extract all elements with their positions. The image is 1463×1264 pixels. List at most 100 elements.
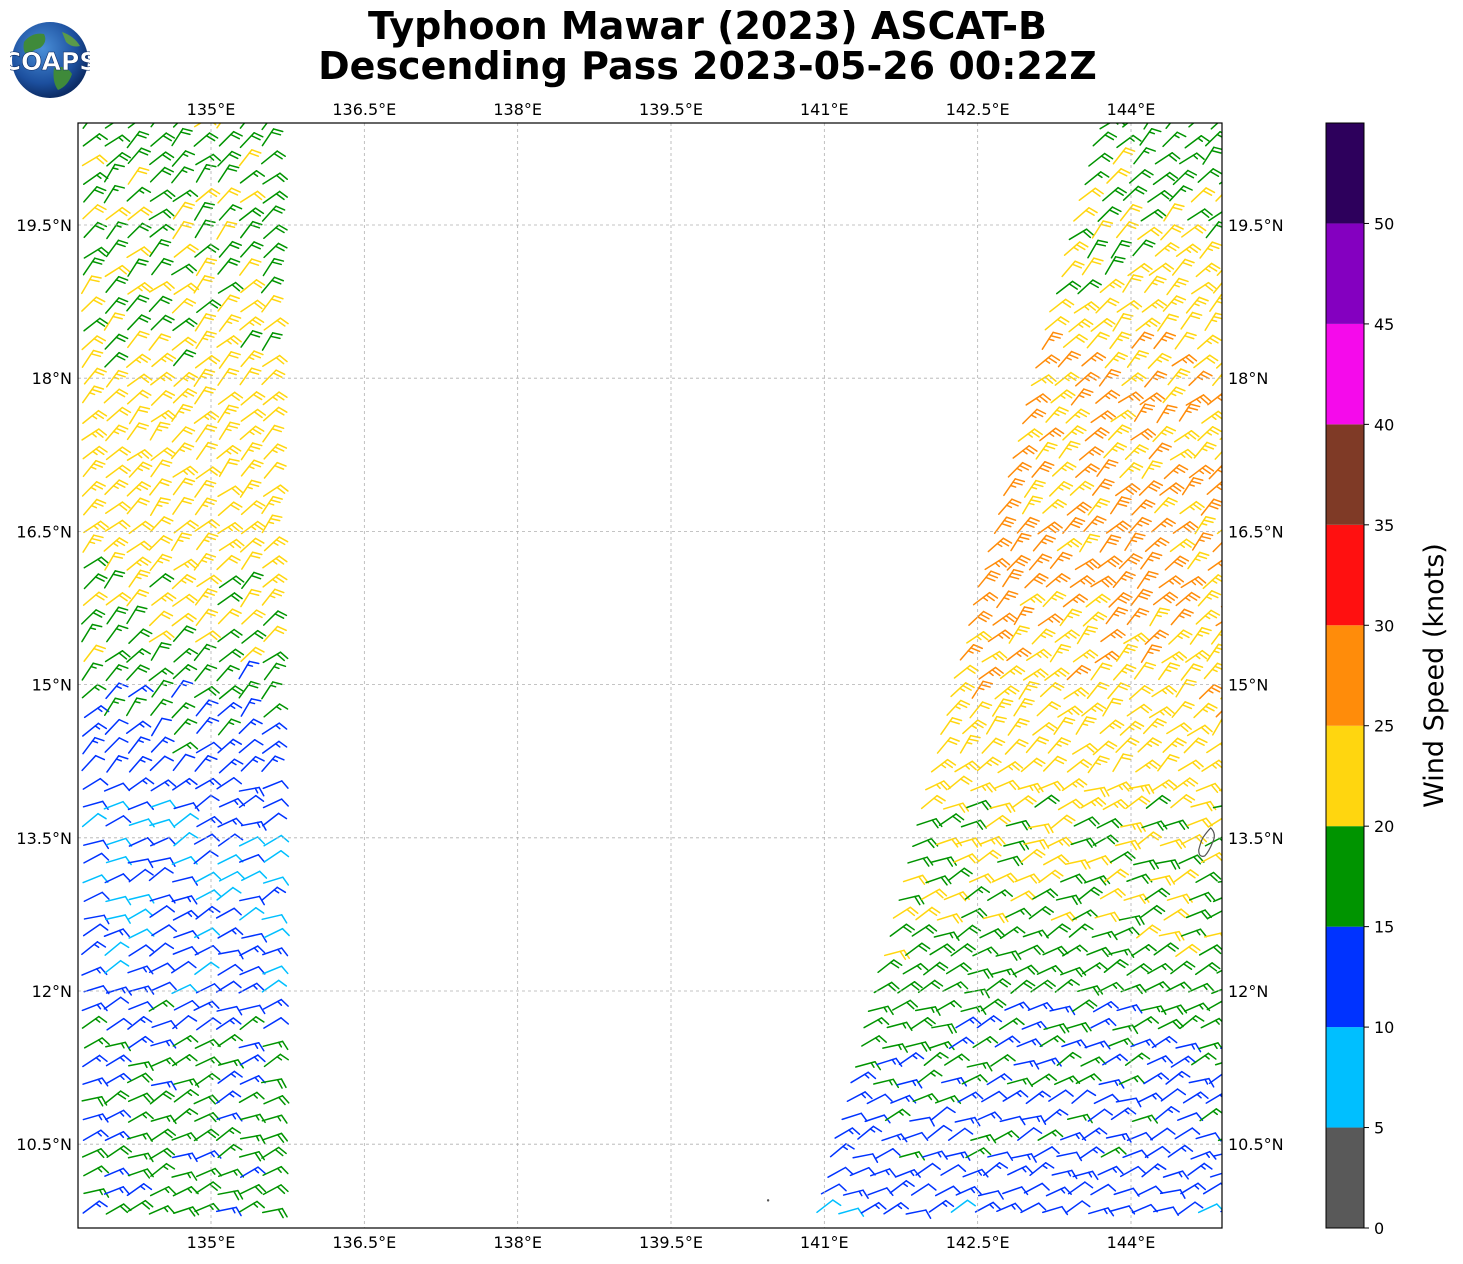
wind-barb [106,1017,132,1031]
wind-barb [1019,593,1046,606]
wind-barb [172,664,198,680]
wind-barb [978,666,1004,680]
wind-barb [194,1072,221,1086]
wind-barb [193,1128,220,1142]
wind-barb [148,867,174,882]
wind-barb [1212,372,1222,387]
lat-label-left: 10.5°N [16,1135,72,1154]
wind-barb [172,593,198,607]
wind-barb [172,477,196,496]
wind-barb [972,1035,999,1049]
colorbar-bin [1326,524,1364,626]
wind-barb [1032,534,1056,552]
wind-barb [195,1150,222,1160]
wind-barb [239,1016,265,1031]
wind-barb [1107,682,1131,700]
wind-barb [1094,911,1121,923]
wind-barb [1054,371,1080,386]
wind-barb [149,857,176,868]
wind-barb [127,147,151,165]
wind-barb [1053,716,1076,735]
wind-barb [217,1034,243,1047]
wind-barb [902,1131,929,1141]
wind-barb [1055,894,1082,906]
wind-barb [172,1034,199,1047]
wind-barb [196,1017,222,1031]
lat-label-left: 13.5°N [16,829,72,848]
wind-barb [898,1151,926,1161]
wind-barb [82,1054,108,1068]
wind-barb [261,128,284,147]
lon-label-bottom: 136.5°E [332,1233,396,1252]
wind-barb [1178,1201,1204,1215]
wind-barb [1108,1037,1135,1047]
wind-barb [151,352,177,368]
wind-barb [1021,1020,1048,1030]
wind-barb [1081,702,1107,717]
wind-barb [128,1001,155,1011]
svg-text:COAPS: COAPS [10,47,90,76]
wind-barb [149,189,176,202]
wind-barb [262,876,290,886]
wind-barb [912,837,939,849]
wind-barb [128,755,153,773]
wind-barb [149,516,174,533]
wind-barb [1062,425,1087,441]
wind-barb [1208,211,1222,222]
wind-barb [171,574,197,590]
wind-barb [950,943,976,957]
wind-barb [1114,839,1141,851]
wind-barb [260,276,285,294]
wind-barb [106,755,129,773]
wind-barb [1020,848,1046,863]
wind-barb [1077,279,1102,295]
wind-barb [1080,797,1107,809]
wind-barb [1091,930,1118,941]
wind-barb [1071,999,1098,1013]
wind-barb [150,132,176,147]
wind-barb [217,628,243,643]
wind-barb [1078,187,1104,202]
wind-barb [103,1186,131,1195]
wind-barb [240,520,267,535]
lon-label-bottom: 139.5°E [639,1233,703,1252]
wind-barb [195,699,219,717]
wind-barb [149,573,175,588]
wind-barb [216,1112,243,1122]
wind-barb [127,1199,154,1212]
wind-barb [151,592,177,606]
wind-barb [263,1017,290,1029]
wind-barb [216,335,242,348]
wind-barb [83,246,110,259]
wind-barb [1179,1015,1205,1030]
wind-barb [150,1114,177,1125]
wind-barb [217,501,243,517]
wind-barb [217,963,244,976]
wind-barb [948,1036,975,1050]
wind-barb [1054,978,1080,993]
wind-barb [1017,782,1044,794]
wind-barb [1137,1185,1164,1196]
wind-barb [920,794,946,810]
wind-barb [1195,782,1222,794]
wind-barb [1076,625,1098,645]
wind-barb [1086,331,1110,349]
lon-label-top: 136.5°E [332,100,396,119]
wind-barb [239,1134,266,1145]
wind-barb [126,389,152,405]
wind-barb [1159,1189,1186,1199]
wind-barb [239,1200,265,1213]
wind-barb [976,1015,1003,1029]
wind-barb [82,204,107,220]
wind-barb [148,610,174,627]
wind-barb [103,388,129,404]
wind-barb [126,246,153,259]
wind-barb [1122,185,1148,201]
wind-barb [1189,626,1212,645]
wind-barb [1099,888,1126,900]
wind-barb [971,680,994,699]
wind-barb [83,221,108,239]
wind-barb [1072,909,1099,921]
lon-label-top: 142.5°E [946,100,1010,119]
wind-barb [171,127,193,147]
